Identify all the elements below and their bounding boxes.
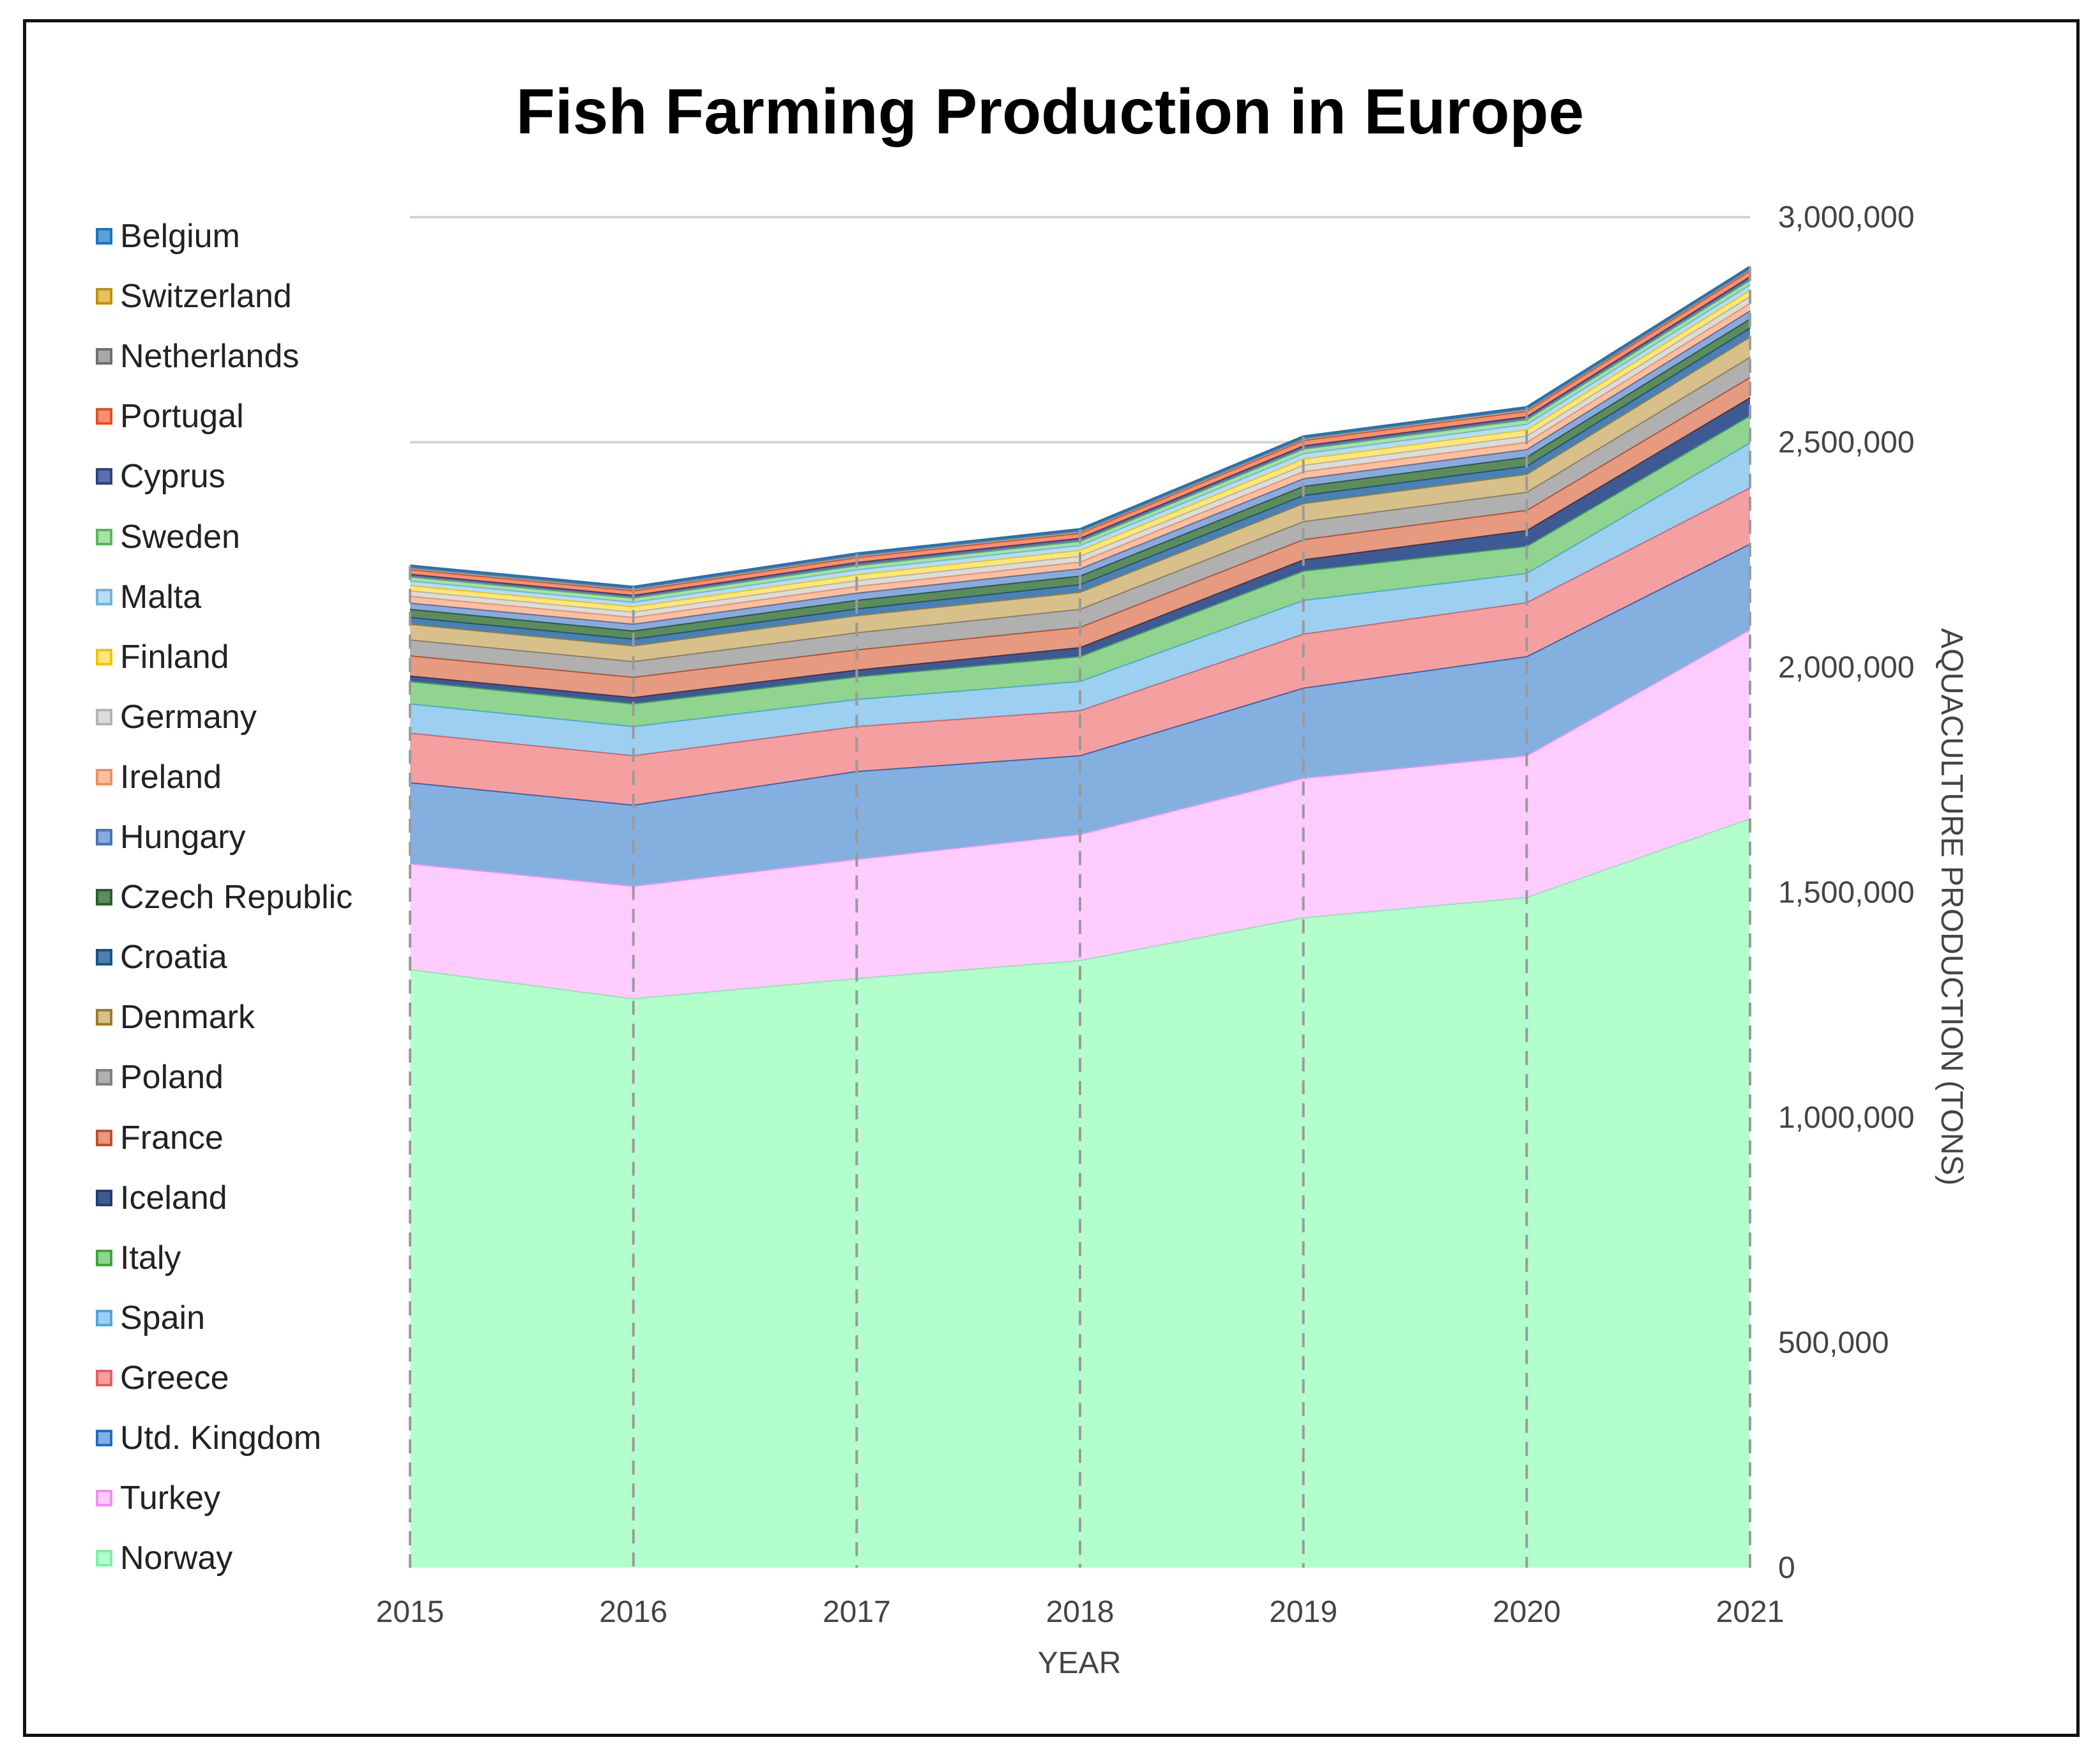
legend-label: Sweden — [120, 518, 240, 556]
x-axis-ticks: 2015 2016 2017 2018 2019 2020 2021 — [376, 1595, 1784, 1629]
legend-swatch — [96, 1069, 112, 1086]
legend-label: Malta — [120, 578, 202, 616]
legend-label: Croatia — [120, 939, 227, 976]
y-tick-label: 2,500,000 — [1778, 426, 1915, 460]
legend-item-netherlands: Netherlands — [96, 337, 299, 375]
legend-item-germany: Germany — [96, 698, 257, 736]
y-tick-label: 1,500,000 — [1778, 876, 1915, 910]
legend-item-greece: Greece — [96, 1359, 229, 1397]
legend-label: Portugal — [120, 398, 244, 436]
legend-label: Hungary — [120, 819, 246, 856]
x-tick-label: 2019 — [1269, 1595, 1337, 1629]
legend-swatch — [96, 1129, 112, 1146]
y-tick-label: 500,000 — [1778, 1326, 1889, 1360]
legend-label: Finland — [120, 638, 229, 676]
y-tick-label: 0 — [1778, 1551, 1795, 1585]
legend-label: Greece — [120, 1359, 229, 1397]
legend-swatch — [96, 1189, 112, 1206]
legend-label: Germany — [120, 698, 257, 736]
legend-swatch — [96, 708, 112, 725]
drop-lines — [409, 266, 1751, 1568]
legend-swatch — [96, 468, 112, 485]
x-tick-label: 2015 — [376, 1595, 445, 1629]
legend-label: France — [120, 1119, 224, 1156]
legend-label: Belgium — [120, 218, 240, 255]
legend-label: Netherlands — [120, 338, 300, 375]
legend-swatch — [96, 1249, 112, 1266]
legend-swatch — [96, 588, 112, 605]
legend-swatch — [96, 228, 112, 245]
legend-item-finland: Finland — [96, 638, 229, 676]
legend-item-cyprus: Cyprus — [96, 457, 225, 496]
legend-item-belgium: Belgium — [96, 217, 240, 255]
legend-swatch — [96, 1309, 112, 1326]
legend-swatch — [96, 288, 112, 305]
legend-label: Utd. Kingdom — [120, 1420, 322, 1457]
legend-item-sweden: Sweden — [96, 518, 240, 556]
area-iceland — [410, 397, 1750, 704]
legend-label: Czech Republic — [120, 879, 353, 916]
legend-item-ireland: Ireland — [96, 758, 222, 796]
area-norway — [410, 818, 1750, 1568]
x-tick-label: 2018 — [1046, 1595, 1115, 1629]
legend-label: Switzerland — [120, 278, 292, 315]
y-axis-ticks: 0 500,000 1,000,000 1,500,000 2,000,000 2,500… — [1778, 201, 1915, 1585]
area-utd-kingdom — [410, 543, 1750, 886]
x-tick-label: 2021 — [1716, 1595, 1784, 1629]
legend-item-spain: Spain — [96, 1299, 205, 1337]
legend-swatch — [96, 949, 112, 966]
legend-swatch — [96, 648, 112, 665]
legend-item-croatia: Croatia — [96, 938, 227, 976]
legend-swatch — [96, 348, 112, 365]
legend-swatch — [96, 1550, 112, 1567]
legend-label: Denmark — [120, 999, 255, 1036]
area-turkey — [410, 629, 1750, 999]
x-tick-label: 2016 — [599, 1595, 667, 1629]
legend-item-utd-kingdom: Utd. Kingdom — [96, 1419, 321, 1457]
legend-swatch — [96, 1009, 112, 1026]
area-denmark — [410, 336, 1750, 662]
legend-label: Poland — [120, 1059, 224, 1096]
x-tick-label: 2020 — [1493, 1595, 1561, 1629]
legend-swatch — [96, 1369, 112, 1386]
legend-label: Iceland — [120, 1179, 227, 1216]
legend-item-italy: Italy — [96, 1239, 181, 1277]
x-tick-label: 2017 — [823, 1595, 891, 1629]
legend-item-iceland: Iceland — [96, 1179, 227, 1217]
legend-swatch — [96, 408, 112, 425]
legend-label: Cyprus — [120, 458, 225, 496]
legend-label: Spain — [120, 1299, 205, 1337]
legend-item-malta: Malta — [96, 578, 201, 616]
y-tick-label: 1,000,000 — [1778, 1101, 1915, 1135]
legend-swatch — [96, 829, 112, 845]
stacked-areas — [409, 266, 1751, 1568]
y-axis-label: AQUACULTURE PRODUCTION (TONS) — [1935, 628, 1968, 1186]
legend-item-czech-republic: Czech Republic — [96, 878, 353, 916]
legend-item-norway: Norway — [96, 1539, 232, 1577]
legend-swatch — [96, 768, 112, 785]
legend-item-france: France — [96, 1119, 224, 1157]
y-tick-label: 3,000,000 — [1778, 201, 1915, 234]
chart-title: Fish Farming Production in Europe — [515, 76, 1585, 148]
legend-item-poland: Poland — [96, 1058, 224, 1096]
legend-item-hungary: Hungary — [96, 818, 246, 856]
legend-swatch — [96, 1490, 112, 1507]
legend-item-portugal: Portugal — [96, 397, 244, 436]
area-poland — [410, 356, 1750, 677]
legend-item-denmark: Denmark — [96, 998, 255, 1036]
x-axis-label: YEAR — [1038, 1646, 1122, 1680]
legend-item-switzerland: Switzerland — [96, 277, 292, 315]
legend-swatch — [96, 889, 112, 906]
y-tick-label: 2,000,000 — [1778, 651, 1915, 685]
legend-label: Norway — [120, 1540, 233, 1577]
legend-item-turkey: Turkey — [96, 1479, 220, 1517]
legend-label: Turkey — [120, 1480, 220, 1517]
legend-swatch — [96, 528, 112, 545]
legend-label: Ireland — [120, 758, 222, 796]
legend-label: Italy — [120, 1239, 181, 1277]
legend-swatch — [96, 1430, 112, 1446]
